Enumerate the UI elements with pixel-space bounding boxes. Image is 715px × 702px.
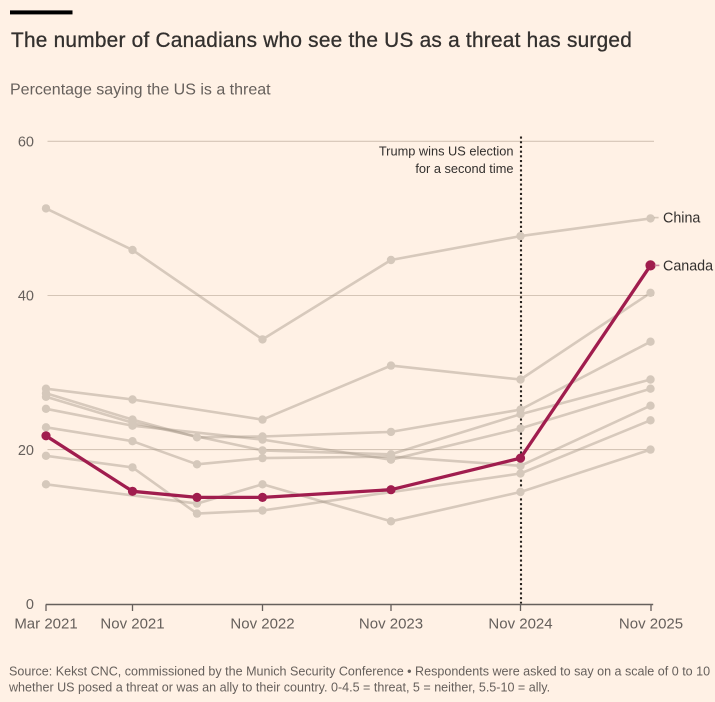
svg-text:China: China: [663, 211, 700, 227]
svg-text:Nov 2021: Nov 2021: [100, 616, 164, 633]
svg-text:20: 20: [18, 443, 34, 459]
svg-text:40: 40: [18, 289, 34, 305]
svg-text:Nov 2025: Nov 2025: [619, 616, 683, 633]
svg-text:Nov 2023: Nov 2023: [359, 616, 423, 633]
svg-text:for a second time: for a second time: [415, 161, 513, 176]
svg-text:0: 0: [26, 597, 34, 613]
svg-text:Nov 2024: Nov 2024: [488, 616, 552, 633]
svg-text:Percentage saying the US is a: Percentage saying the US is a threat: [10, 82, 271, 99]
svg-text:The number of Canadians who se: The number of Canadians who see the US a…: [11, 29, 632, 52]
svg-text:whether US posed a threat or w: whether US posed a threat or was an ally…: [8, 681, 550, 695]
svg-text:Nov 2022: Nov 2022: [230, 616, 294, 633]
svg-text:Mar 2021: Mar 2021: [14, 616, 77, 633]
svg-text:60: 60: [18, 135, 34, 151]
svg-text:Source: Kekst CNC, commissione: Source: Kekst CNC, commissioned by the M…: [9, 665, 710, 679]
svg-text:Trump wins US election: Trump wins US election: [379, 144, 514, 159]
svg-text:Canada: Canada: [663, 258, 713, 274]
